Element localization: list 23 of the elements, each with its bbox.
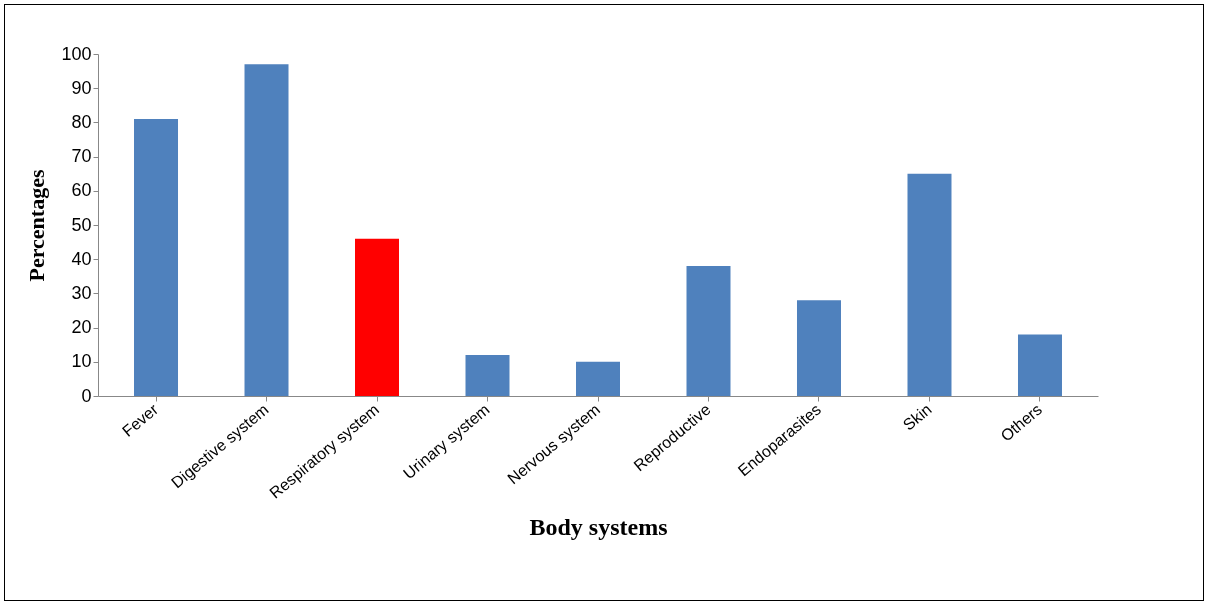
y-tick-label: 70: [71, 146, 92, 167]
y-tick-label: 20: [71, 317, 92, 338]
y-axis-title: Percentages: [24, 169, 50, 282]
bar: [465, 354, 510, 396]
bar: [134, 118, 179, 396]
y-tick-label: 30: [71, 282, 92, 303]
x-axis-title: Body systems: [529, 513, 668, 540]
bar: [907, 173, 952, 396]
y-tick-label: 100: [61, 43, 92, 64]
x-tick-label: Skin: [899, 400, 935, 434]
y-tick-label: 90: [71, 77, 92, 98]
y-tick-label: 50: [71, 214, 92, 235]
y-tick-label: 60: [71, 180, 92, 201]
y-tick-label: 40: [71, 248, 92, 269]
bar: [576, 361, 620, 396]
y-tick-label: 80: [71, 111, 92, 132]
bar: [1017, 334, 1062, 396]
bar: [355, 238, 400, 396]
y-tick-label: 0: [81, 385, 92, 406]
bar: [686, 266, 731, 396]
y-tick-label: 10: [71, 351, 92, 372]
bar: [796, 300, 841, 396]
bar: [244, 64, 289, 396]
